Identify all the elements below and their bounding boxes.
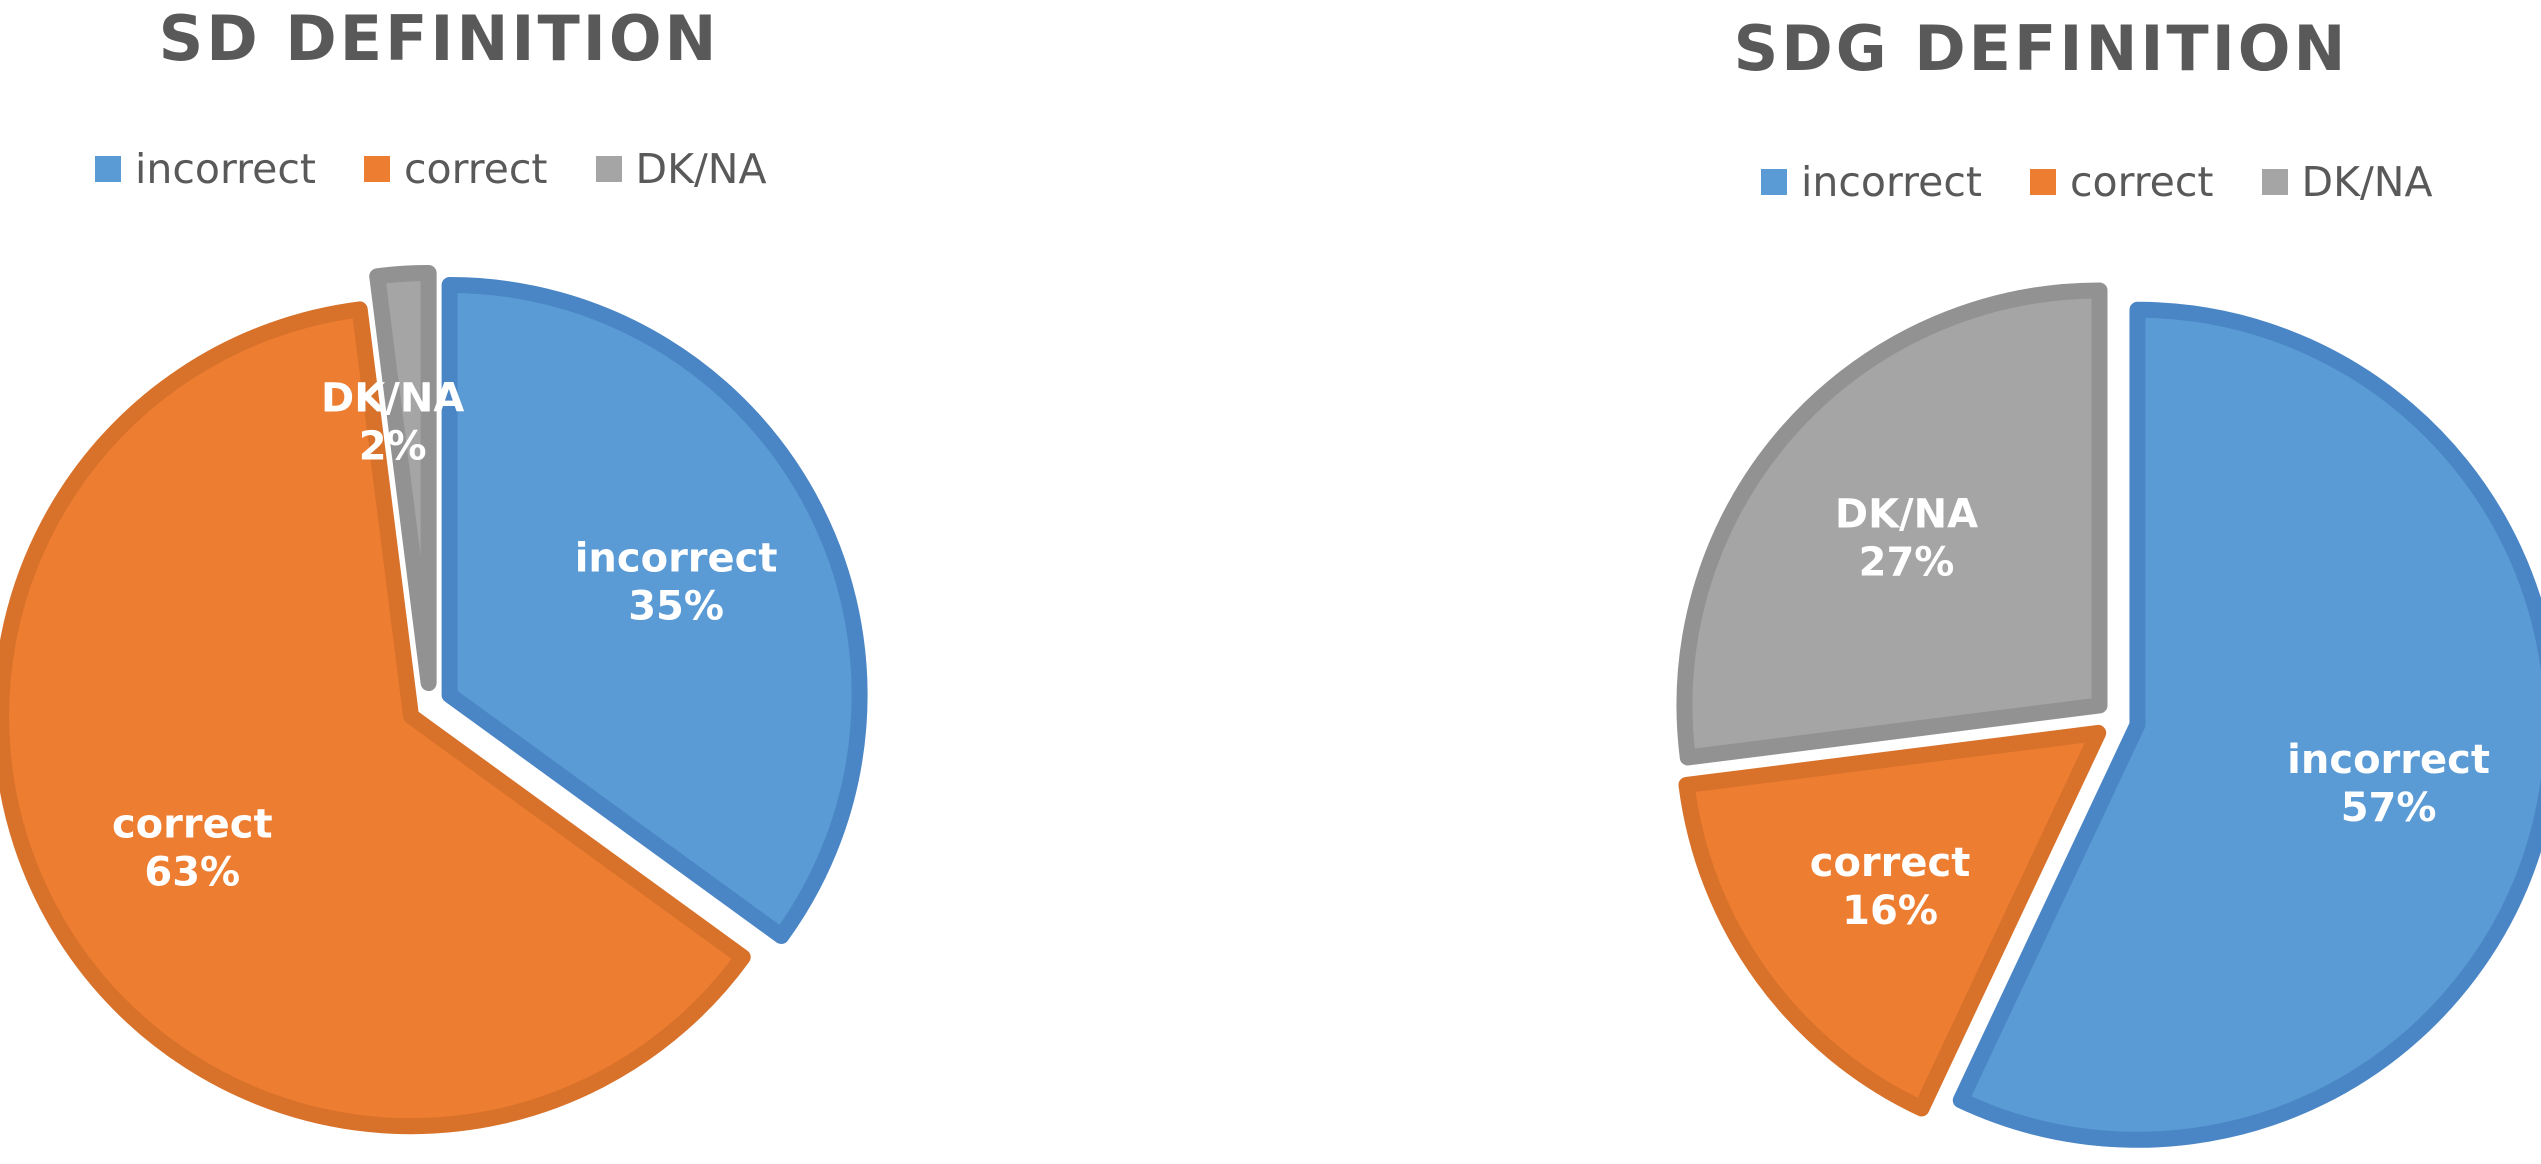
legend-item-correct: correct [363, 145, 548, 193]
pie-slice-dkna [369, 265, 437, 692]
legend-swatch-correct [2029, 169, 2056, 195]
data-label-incorrect: incorrect 57% [2287, 737, 2490, 831]
pie-plot-area: incorrect 35% correct 63% DK/NA 2% [0, 265, 868, 1135]
pie-slice-correct [1678, 724, 2107, 1117]
legend-item-correct: correct [2029, 158, 2214, 206]
legend-label-dkna: DK/NA [2301, 158, 2433, 206]
data-label-category: correct [1810, 840, 1971, 886]
legend-item-dkna: DK/NA [2261, 158, 2433, 206]
data-label-incorrect: incorrect 35% [575, 536, 778, 630]
data-label-category: incorrect [2287, 737, 2490, 783]
data-label-value: 2% [359, 423, 427, 469]
data-label-category: correct [112, 802, 273, 848]
legend-label-dkna: DK/NA [635, 145, 767, 193]
sdg-definition-chart: SDG DEFINITION incorrect correct DK/NA i… [1541, 0, 2541, 1164]
data-label-value: 63% [144, 850, 240, 896]
legend-item-dkna: DK/NA [595, 145, 767, 193]
data-label-dkna: DK/NA 27% [1835, 491, 1978, 585]
pie-plot-area: incorrect 57% correct 16% DK/NA 27% [1676, 282, 2541, 1148]
legend-swatch-incorrect [1761, 169, 1787, 195]
chart-title: SD DEFINITION [158, 2, 720, 75]
data-label-category: DK/NA [1835, 491, 1978, 537]
legend-swatch-dkna [2261, 169, 2288, 195]
data-label-category: DK/NA [321, 375, 464, 421]
legend-swatch-correct [363, 156, 390, 182]
legend-label-correct: correct [403, 145, 548, 193]
data-label-dkna: DK/NA 2% [321, 375, 464, 469]
legend-label-correct: correct [2069, 158, 2214, 206]
data-label-value: 16% [1842, 888, 1938, 934]
legend-label-incorrect: incorrect [1801, 158, 1982, 206]
legend-item-incorrect: incorrect [1761, 158, 1982, 206]
legend-item-incorrect: incorrect [95, 145, 316, 193]
sd-definition-chart: SD DEFINITION incorrect correct DK/NA in… [0, 0, 1000, 1164]
data-label-correct: correct 63% [112, 802, 273, 896]
data-label-value: 27% [1859, 539, 1955, 585]
chart-legend: incorrect correct DK/NA [1761, 158, 2433, 206]
pie-slice-correct [0, 301, 751, 1135]
data-label-category: incorrect [575, 536, 778, 582]
pie-slice-dkna [1676, 282, 2108, 766]
pie-slice-incorrect [441, 277, 868, 945]
pie-slice-incorrect [1952, 301, 2541, 1148]
legend-label-incorrect: incorrect [135, 145, 316, 193]
legend-swatch-dkna [595, 156, 622, 182]
legend-swatch-incorrect [95, 156, 121, 182]
data-label-correct: correct 16% [1810, 840, 1971, 934]
data-label-value: 57% [2341, 785, 2437, 831]
chart-legend: incorrect correct DK/NA [95, 145, 767, 193]
data-label-value: 35% [628, 584, 724, 630]
chart-title: SDG DEFINITION [1733, 12, 2349, 85]
